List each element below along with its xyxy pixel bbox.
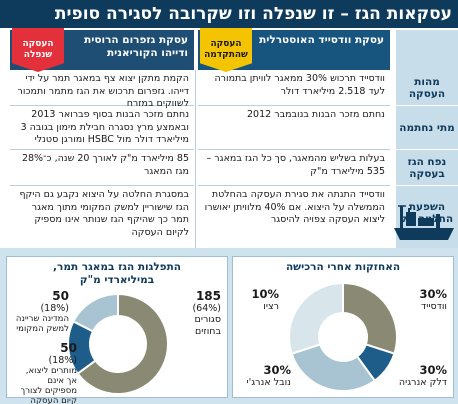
comparison-table: מהות העסקה מתי נחתמה נפח הגז בעסקה השפעת… xyxy=(0,28,458,252)
cell-woodside-export: וודסייד התנתה את סגירת העסקה בהחלטת הממש… xyxy=(204,189,385,225)
tamar-chart-title: התפלגות הגז במאגר תמר, במיליארדי מ"ק xyxy=(53,261,181,286)
stat-percent: (18%) xyxy=(48,354,77,366)
advanced-deal-badge: העסקה שהתקדמה xyxy=(200,28,252,72)
stat-contracted: 185 (64%) סגורים בחוזים xyxy=(173,289,221,337)
tamar-donut-chart xyxy=(67,292,169,395)
failed-deal-badge: העסקה שנפלה xyxy=(12,28,64,72)
cell-woodside-volume: בעלות בשליש מהמאגר, סך כל הגז במאגר – 53… xyxy=(198,150,390,186)
stat-reserved: 50 (18%) המדינה שריינה למשק המקומי xyxy=(13,289,69,334)
row-label: מתי נחתמה xyxy=(396,106,458,150)
page-title: עסקאות הגז – זו שנפלה וזו שקרובה לסגירה … xyxy=(0,0,458,28)
stat-value: 50 xyxy=(52,289,69,303)
stat-value: 50 xyxy=(60,341,77,355)
column-header-text: עסקת וודסייד האוסטרלית xyxy=(259,34,384,46)
stat-label: נובל אנרג'י xyxy=(246,376,291,388)
stat-label: המדינה שריינה למשק המקומי xyxy=(15,314,69,334)
stat-export-allowed: 50 (18%) מותרים ליצוא, אך אינם מספיקים ל… xyxy=(13,341,77,404)
cell-woodside-essence: וודסייד תרכוש 30% ממאגר לוויתן בתמורה לע… xyxy=(198,70,390,106)
column-divider xyxy=(195,70,196,252)
stat-percent: (64%) xyxy=(192,302,221,314)
row-label: מהות העסקה xyxy=(396,70,458,106)
stat-label: מותרים ליצוא, אך אינם מספיקים לצורך קיום… xyxy=(20,366,77,404)
donut-slice xyxy=(288,281,344,355)
donut-slice xyxy=(342,281,398,355)
holdings-donut-chart xyxy=(288,281,398,392)
holdings-panel: האחזקות אחרי הרכישה 30% וודסייד 30% דלק … xyxy=(232,256,454,398)
stat-delek: 30% דלק אנרגיה xyxy=(397,363,447,388)
stat-noble: 30% נובל אנרג'י xyxy=(239,363,291,388)
row-label: נפח הגז בעסקה xyxy=(396,150,458,186)
donut-slice xyxy=(76,292,169,395)
stat-value: 10% xyxy=(251,287,279,301)
charts-section: האחזקות אחרי הרכישה 30% וודסייד 30% דלק … xyxy=(0,248,458,404)
stat-value: 30% xyxy=(419,363,447,377)
cell-gazprom-essence: הקמת מתקן יצוא צף במאגר תמר על ידי דייהו… xyxy=(10,70,194,109)
stat-ratio: 10% רציו xyxy=(239,287,279,312)
cell-gazprom-volume: 85 מיליארד מ"ק לאורך 20 שנה, כ־28% מגז ה… xyxy=(10,150,194,186)
cell-woodside-signed: נחתם מזכר הבנות בנובמבר 2012 xyxy=(198,106,390,150)
stat-percent: (18%) xyxy=(40,302,69,314)
stat-value: 30% xyxy=(263,363,291,377)
gas-platform-icon xyxy=(394,205,454,240)
column-header-text: עסקת גזפרום הרוסית ודייהו הקוריאנית xyxy=(84,34,188,59)
stat-label: וודסייד xyxy=(421,300,447,312)
tamar-distribution-panel: התפלגות הגז במאגר תמר, במיליארדי מ"ק 185… xyxy=(6,256,228,404)
cell-gazprom-export: במסגרת החלטה על היצוא נקבע גם היקף הגז ש… xyxy=(19,189,189,238)
stat-label: דלק אנרגיה xyxy=(398,376,447,388)
donut-slice xyxy=(290,343,377,392)
stat-value: 30% xyxy=(419,287,447,301)
holdings-chart-title: האחזקות אחרי הרכישה xyxy=(285,261,401,273)
stat-label: סגורים בחוזים xyxy=(194,314,221,337)
stat-label: רציו xyxy=(263,300,279,312)
stat-woodside: 30% וודסייד xyxy=(403,287,447,312)
donut-slice xyxy=(72,292,119,333)
stat-value: 185 xyxy=(195,289,221,303)
cell-gazprom-signed: נחתם מזכר הבנות בסוף פברואר 2013 ובאמצע … xyxy=(10,106,194,150)
